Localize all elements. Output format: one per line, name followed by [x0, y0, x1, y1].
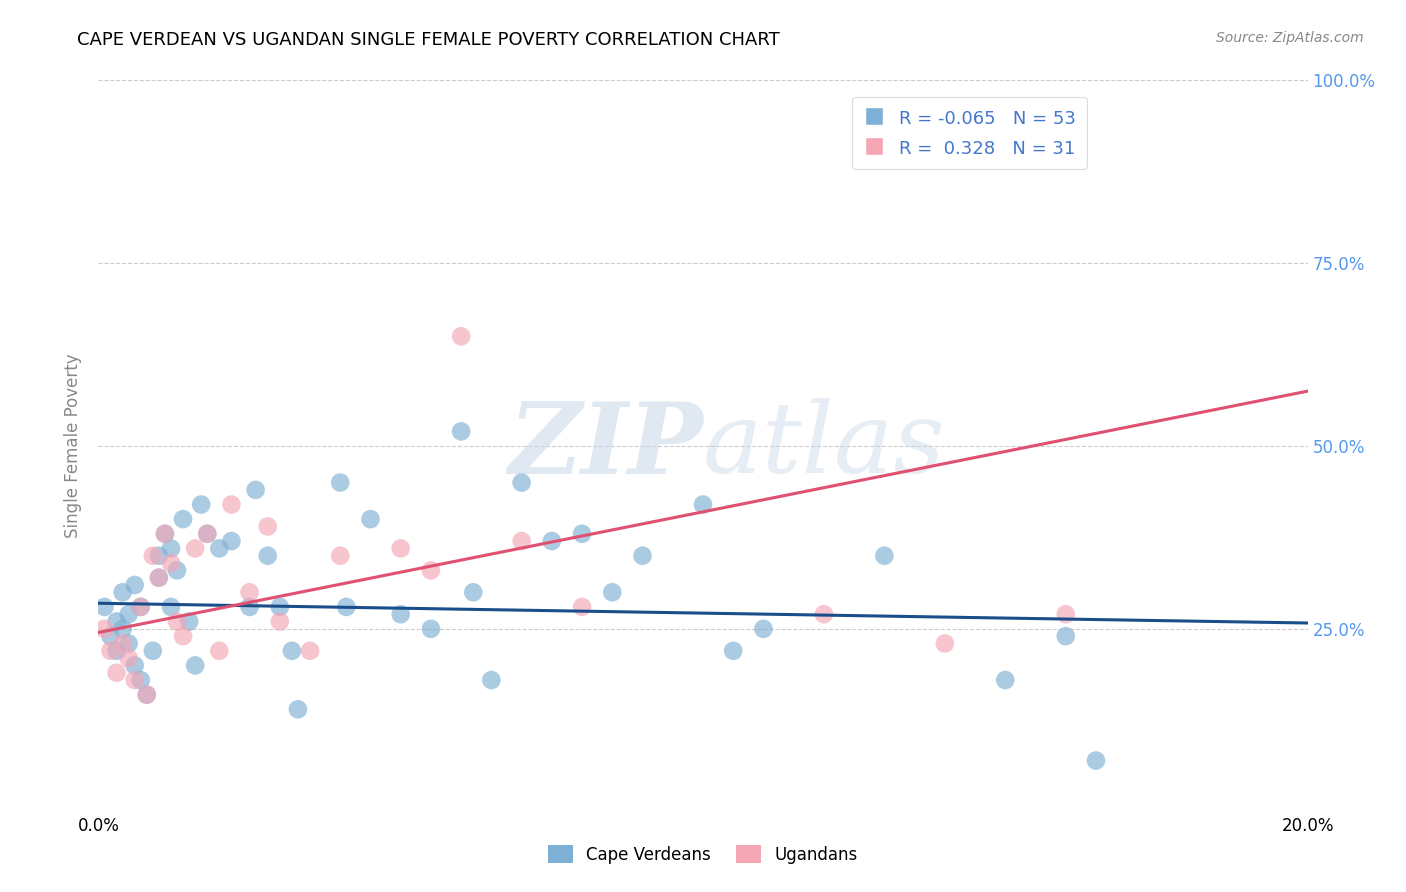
Point — [873, 549, 896, 563]
Point — [190, 498, 212, 512]
Point — [135, 688, 157, 702]
Point — [148, 571, 170, 585]
Point — [245, 483, 267, 497]
Point — [335, 599, 357, 614]
Point — [172, 629, 194, 643]
Point — [1085, 754, 1108, 768]
Point — [129, 599, 152, 614]
Point — [1054, 629, 1077, 643]
Point — [160, 541, 183, 556]
Text: CAPE VERDEAN VS UGANDAN SINGLE FEMALE POVERTY CORRELATION CHART: CAPE VERDEAN VS UGANDAN SINGLE FEMALE PO… — [77, 31, 780, 49]
Point — [195, 526, 218, 541]
Point — [934, 636, 956, 650]
Point — [135, 688, 157, 702]
Point — [111, 585, 134, 599]
Point — [124, 658, 146, 673]
Point — [105, 665, 128, 680]
Point — [994, 673, 1017, 687]
Y-axis label: Single Female Poverty: Single Female Poverty — [65, 354, 83, 538]
Legend: R = -0.065   N = 53, R =  0.328   N = 31: R = -0.065 N = 53, R = 0.328 N = 31 — [852, 96, 1087, 169]
Point — [142, 644, 165, 658]
Point — [813, 607, 835, 622]
Point — [571, 599, 593, 614]
Point — [118, 651, 141, 665]
Point — [510, 475, 533, 490]
Point — [124, 578, 146, 592]
Point — [463, 585, 485, 599]
Point — [752, 622, 775, 636]
Point — [129, 673, 152, 687]
Point — [160, 556, 183, 570]
Point — [129, 599, 152, 614]
Point — [329, 549, 352, 563]
Point — [111, 636, 134, 650]
Point — [208, 541, 231, 556]
Point — [360, 512, 382, 526]
Point — [208, 644, 231, 658]
Point — [631, 549, 654, 563]
Text: ZIP: ZIP — [508, 398, 703, 494]
Text: Source: ZipAtlas.com: Source: ZipAtlas.com — [1216, 31, 1364, 45]
Point — [256, 549, 278, 563]
Point — [100, 629, 122, 643]
Point — [118, 636, 141, 650]
Point — [723, 644, 745, 658]
Point — [93, 599, 115, 614]
Point — [166, 615, 188, 629]
Point — [1054, 607, 1077, 622]
Point — [221, 498, 243, 512]
Text: atlas: atlas — [703, 399, 946, 493]
Point — [602, 585, 624, 599]
Point — [160, 599, 183, 614]
Point — [105, 644, 128, 658]
Point — [692, 498, 714, 512]
Point — [179, 615, 201, 629]
Point — [100, 644, 122, 658]
Point — [195, 526, 218, 541]
Point — [420, 563, 443, 577]
Point — [111, 622, 134, 636]
Point — [329, 475, 352, 490]
Point — [389, 541, 412, 556]
Point — [153, 526, 176, 541]
Point — [239, 599, 262, 614]
Point — [389, 607, 412, 622]
Point — [510, 534, 533, 549]
Point — [153, 526, 176, 541]
Point — [172, 512, 194, 526]
Point — [481, 673, 503, 687]
Point — [105, 615, 128, 629]
Point — [450, 425, 472, 439]
Point — [571, 526, 593, 541]
Point — [142, 549, 165, 563]
Point — [256, 519, 278, 533]
Point — [540, 534, 562, 549]
Point — [450, 329, 472, 343]
Point — [148, 549, 170, 563]
Point — [221, 534, 243, 549]
Point — [124, 673, 146, 687]
Point — [287, 702, 309, 716]
Point — [148, 571, 170, 585]
Point — [299, 644, 322, 658]
Point — [118, 607, 141, 622]
Point — [420, 622, 443, 636]
Point — [166, 563, 188, 577]
Point — [239, 585, 262, 599]
Point — [269, 615, 291, 629]
Point — [269, 599, 291, 614]
Point — [184, 658, 207, 673]
Point — [184, 541, 207, 556]
Legend: Cape Verdeans, Ugandans: Cape Verdeans, Ugandans — [541, 838, 865, 871]
Point — [281, 644, 304, 658]
Point — [93, 622, 115, 636]
